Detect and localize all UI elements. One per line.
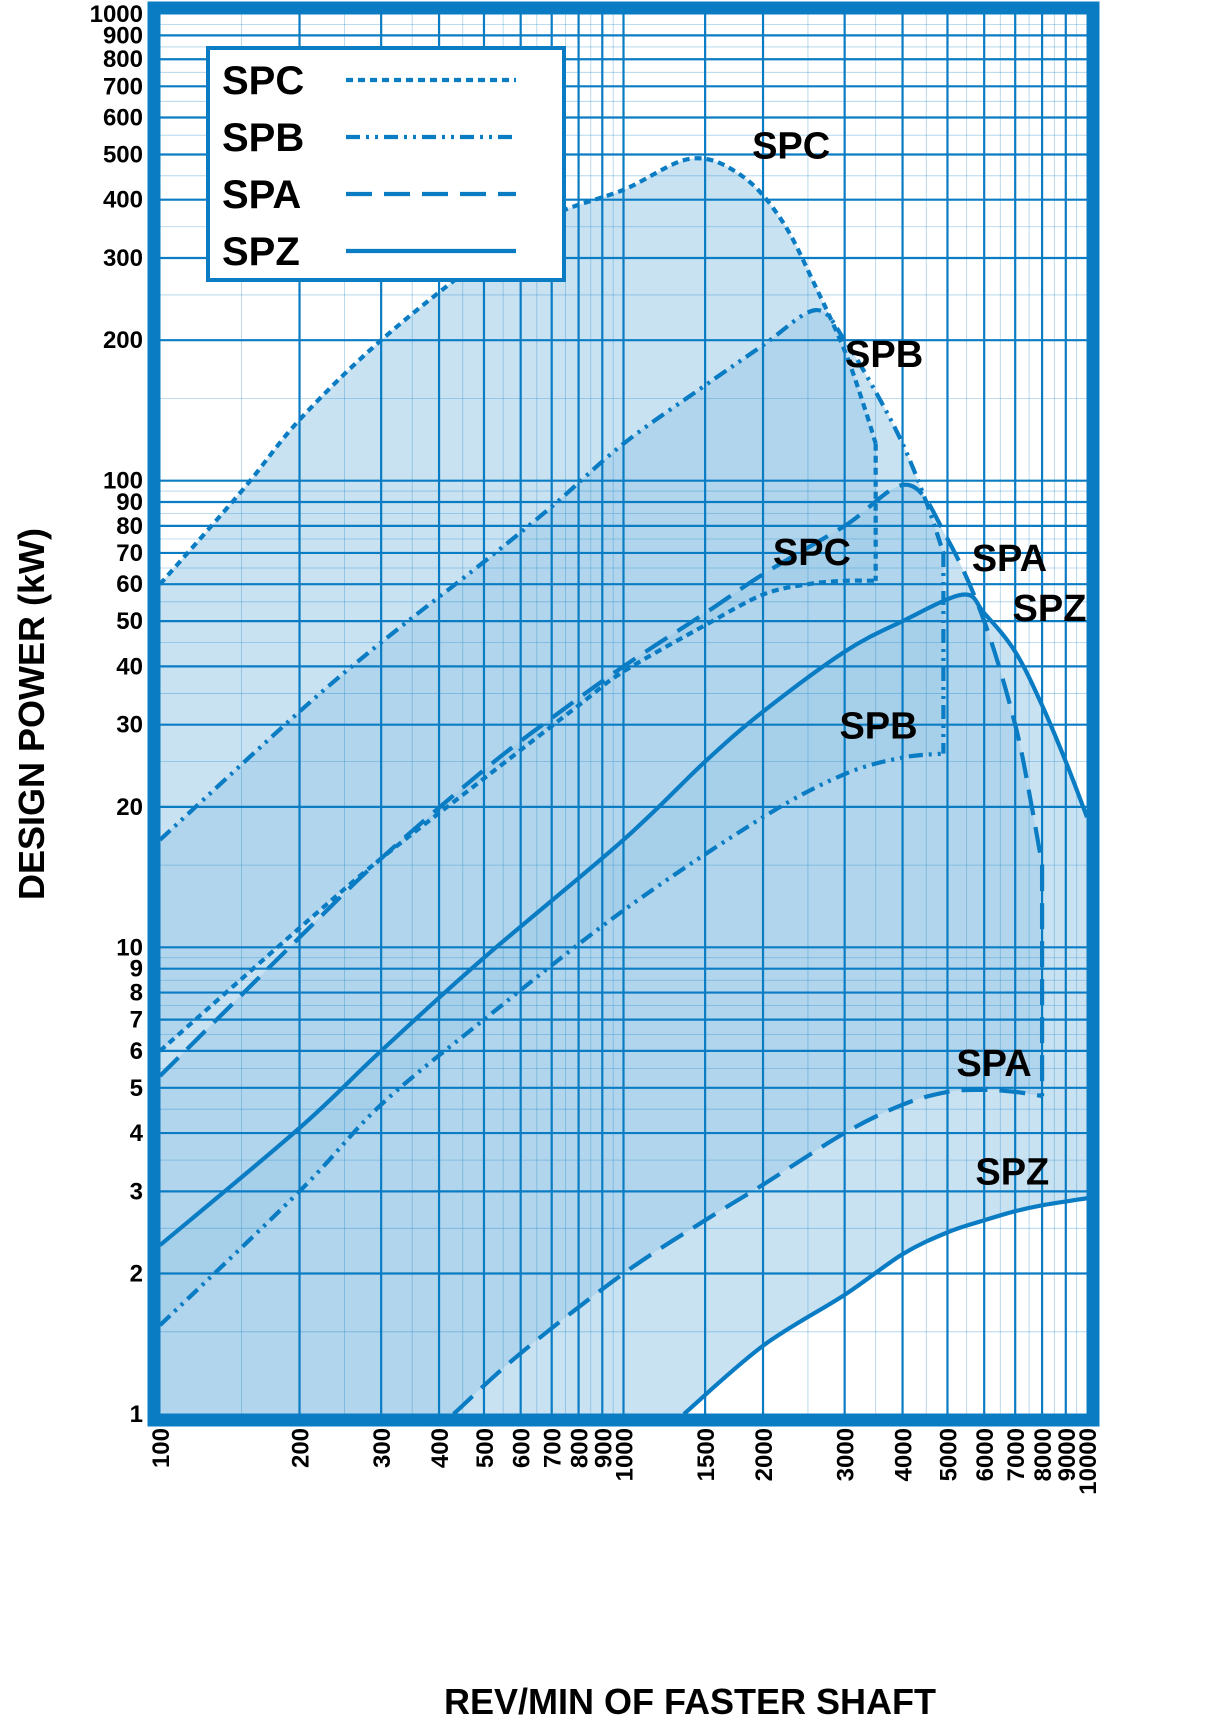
y-tick-label: 80 — [116, 513, 143, 540]
legend-label-spz: SPZ — [222, 230, 300, 274]
y-tick-label: 900 — [103, 22, 143, 49]
x-tick-label: 2000 — [751, 1428, 778, 1481]
x-tick-label: 6000 — [972, 1428, 999, 1481]
x-tick-label: 300 — [369, 1428, 396, 1468]
y-tick-label: 3 — [130, 1178, 143, 1205]
y-tick-label: 40 — [116, 653, 143, 680]
x-tick-label: 3000 — [833, 1428, 860, 1481]
curve-spb-upper — [160, 308, 946, 842]
plot-border — [147, 1, 1100, 1427]
y-tick-label: 600 — [103, 105, 143, 132]
curve-spc-lower — [160, 578, 876, 1053]
y-tick-label: 30 — [116, 712, 143, 739]
y-tick-label: 800 — [103, 46, 143, 73]
y-tick-label: 1000 — [90, 1, 143, 28]
y-tick-label: 4 — [130, 1120, 144, 1147]
x-tick-label: 1500 — [693, 1428, 720, 1481]
x-tick-label: 200 — [288, 1428, 315, 1468]
y-tick-label: 90 — [116, 489, 143, 516]
y-tick-label: 60 — [116, 571, 143, 598]
x-tick-label: 400 — [427, 1428, 454, 1468]
curve-label-spc: SPC — [773, 532, 851, 574]
y-tick-label: 200 — [103, 327, 143, 354]
x-tick-label: 700 — [540, 1428, 567, 1468]
y-tick-label: 10 — [116, 934, 143, 961]
y-tick-label: 8 — [130, 980, 143, 1007]
legend-label-spc: SPC — [222, 59, 304, 103]
y-tick-label: 100 — [103, 468, 143, 495]
y-tick-label: 50 — [116, 608, 143, 635]
x-tick-label: 100 — [148, 1428, 175, 1468]
curve-label-spb: SPB — [839, 706, 917, 748]
y-tick-label: 6 — [130, 1038, 143, 1065]
curve-label-spz: SPZ — [975, 1152, 1049, 1194]
curve-label-spz: SPZ — [1013, 588, 1087, 630]
curve-label-spa: SPA — [956, 1043, 1031, 1085]
curve-spa-lower — [452, 1087, 1043, 1414]
x-tick-label: 7000 — [1003, 1428, 1030, 1481]
x-tick-label: 10000 — [1075, 1428, 1102, 1495]
y-tick-label: 500 — [103, 141, 143, 168]
curve-label-spb: SPB — [845, 334, 923, 376]
y-tick-label: 5 — [130, 1075, 143, 1102]
y-tick-label: 20 — [116, 794, 143, 821]
legend-box — [206, 46, 566, 282]
x-tick-label: 5000 — [936, 1428, 963, 1481]
y-tick-label: 1 — [130, 1401, 143, 1428]
x-tick-label: 9000 — [1054, 1428, 1081, 1481]
curve-spz-lower — [682, 1196, 1087, 1414]
y-tick-label: 400 — [103, 187, 143, 214]
legend-label-spb: SPB — [222, 116, 304, 160]
x-tick-label: 600 — [509, 1428, 536, 1468]
y-tick-label: 700 — [103, 73, 143, 100]
curve-spz-upper — [160, 592, 1087, 1247]
x-axis-title: REV/MIN OF FASTER SHAFT — [444, 1681, 936, 1722]
plot-frame — [147, 1, 1100, 1427]
curve-spb-lower — [160, 751, 944, 1327]
y-tick-label: 7 — [130, 1007, 143, 1034]
y-axis-title: DESIGN POWER (kW) — [11, 528, 52, 900]
x-tick-label: 900 — [590, 1428, 617, 1468]
y-tick-label: 70 — [116, 540, 143, 567]
x-tick-label: 500 — [472, 1428, 499, 1468]
curve-spa-upper — [160, 482, 1045, 1078]
x-tick-label: 1000 — [612, 1428, 639, 1481]
x-tick-label: 4000 — [891, 1428, 918, 1481]
x-tick-label: 800 — [567, 1428, 594, 1468]
legend-label-spa: SPA — [222, 173, 301, 217]
y-tick-label: 300 — [103, 245, 143, 272]
x-tick-label: 8000 — [1030, 1428, 1057, 1481]
y-tick-label: 2 — [130, 1261, 143, 1288]
curve-label-spa: SPA — [972, 538, 1047, 580]
series-curves — [160, 156, 1087, 1414]
curve-labels: SPC SPC SPB SPB SPA SPA SPZ SPZ — [752, 126, 1086, 1194]
legend: SPC SPB SPA SPZ — [206, 46, 566, 282]
y-tick-label: 9 — [130, 956, 143, 983]
curve-spc-upper — [160, 156, 878, 586]
curve-label-spc: SPC — [752, 126, 830, 168]
